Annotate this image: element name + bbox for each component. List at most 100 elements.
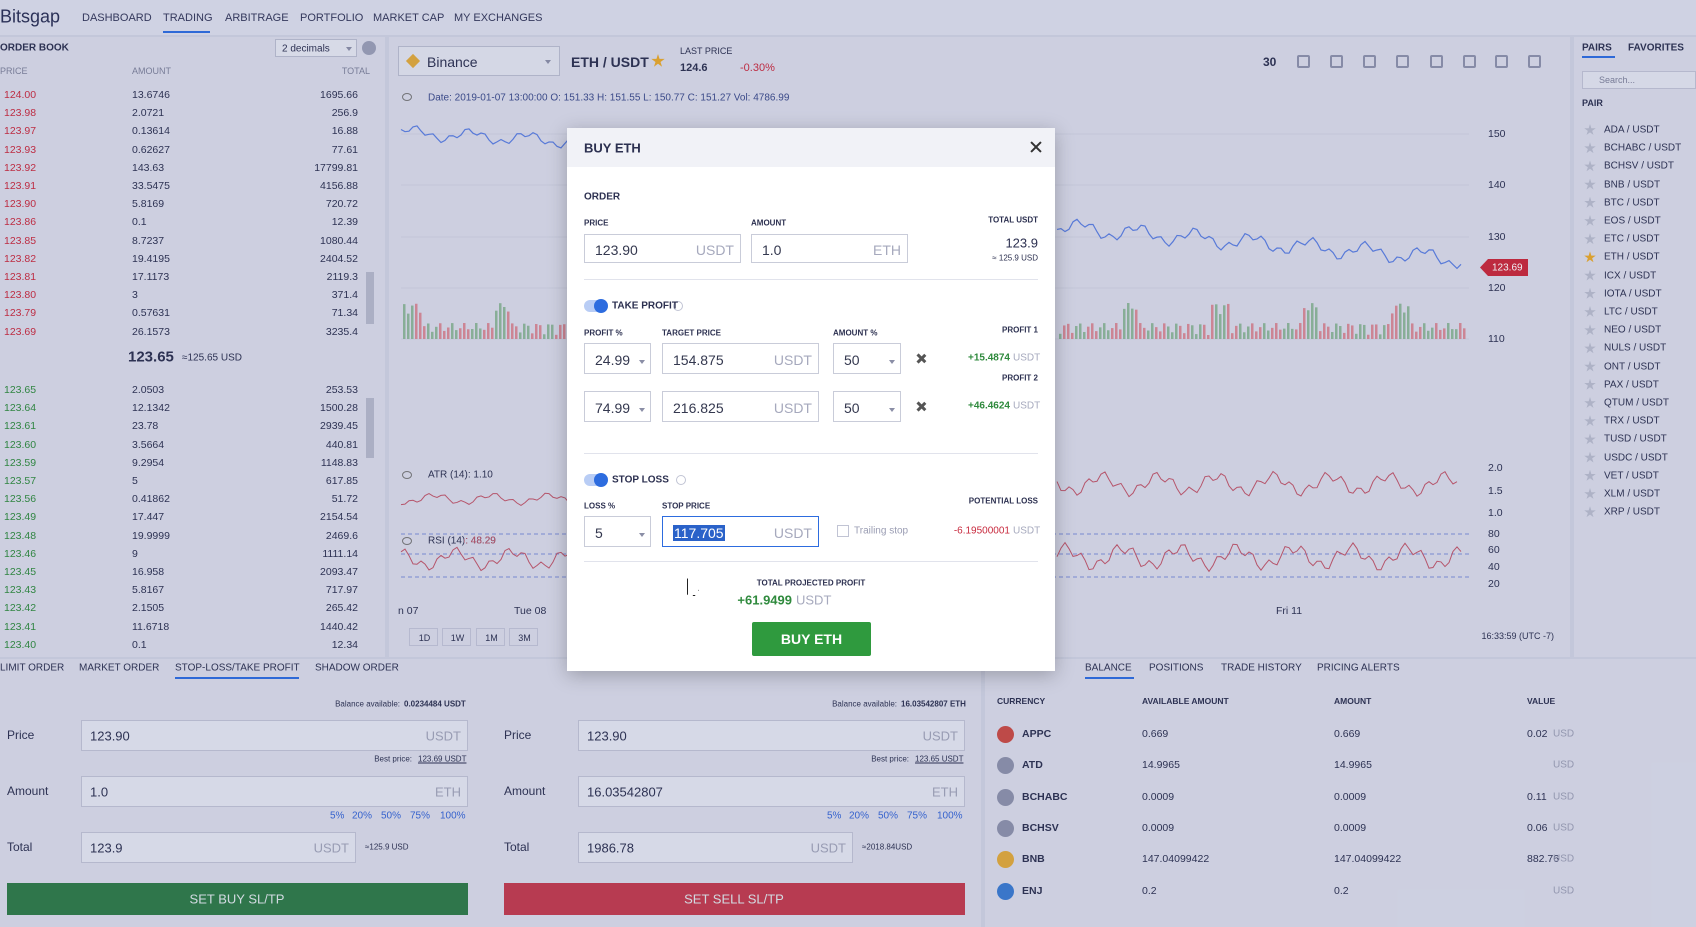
- volume-bar: [1107, 330, 1110, 339]
- nav-item[interactable]: DASHBOARD: [82, 12, 152, 24]
- star-icon: [1584, 324, 1596, 336]
- dropdown-arrow: [889, 359, 895, 364]
- toolbar-icon[interactable]: [1495, 55, 1508, 68]
- input[interactable]: 1.0 ETH: [81, 776, 468, 807]
- toolbar-icon[interactable]: [1396, 55, 1409, 68]
- buy-button[interactable]: BUY ETH: [752, 622, 871, 656]
- field-label: TOTAL USDT: [988, 215, 1038, 225]
- input[interactable]: 24.99: [584, 343, 651, 374]
- percent-chip[interactable]: 50%: [381, 810, 402, 822]
- input[interactable]: 216.825 USDT: [662, 391, 819, 422]
- input[interactable]: 74.99: [584, 391, 651, 422]
- exchange-select[interactable]: Binance: [398, 46, 560, 76]
- pair-item[interactable]: BTC / USDT: [1604, 197, 1660, 209]
- toolbar-icon[interactable]: [1330, 55, 1343, 68]
- input[interactable]: 123.90 USDT: [584, 234, 741, 263]
- input[interactable]: 5: [584, 516, 651, 547]
- toolbar-icon[interactable]: [1430, 55, 1443, 68]
- balance-tab[interactable]: POSITIONS: [1149, 662, 1204, 674]
- balance-tab[interactable]: TRADE HISTORY: [1221, 662, 1302, 674]
- pair-item[interactable]: EOS / USDT: [1604, 215, 1661, 227]
- percent-chip[interactable]: 75%: [410, 810, 431, 822]
- pairs-tab[interactable]: PAIRS: [1582, 42, 1612, 54]
- range-button[interactable]: 3M: [509, 628, 538, 646]
- nav-item[interactable]: MY EXCHANGES: [454, 12, 543, 24]
- balance-tab[interactable]: BALANCE: [1085, 662, 1132, 674]
- pair-item[interactable]: ICX / USDT: [1604, 270, 1657, 282]
- pair-item[interactable]: BCHABC / USDT: [1604, 142, 1682, 154]
- input[interactable]: 50: [833, 343, 901, 374]
- percent-chip[interactable]: 100%: [440, 810, 466, 822]
- toolbar-icon[interactable]: [1297, 55, 1310, 68]
- pair-item[interactable]: ADA / USDT: [1604, 124, 1660, 136]
- percent-chip[interactable]: 100%: [937, 810, 963, 822]
- input[interactable]: 117.705 USDT: [662, 516, 819, 547]
- input[interactable]: 123.90 USDT: [81, 720, 468, 751]
- price-tick: 140: [1488, 179, 1506, 191]
- pair-item[interactable]: XRP / USDT: [1604, 506, 1660, 518]
- volume-bar: [1307, 310, 1310, 339]
- checkbox[interactable]: [837, 525, 849, 537]
- toggle[interactable]: [584, 299, 608, 313]
- percent-chip[interactable]: 20%: [352, 810, 373, 822]
- order-tab[interactable]: STOP-LOSS/TAKE PROFIT: [175, 662, 300, 674]
- percent-chip[interactable]: 20%: [849, 810, 870, 822]
- percent-chip[interactable]: 5%: [330, 810, 345, 822]
- pair-item[interactable]: USDC / USDT: [1604, 452, 1668, 464]
- pair-item[interactable]: VET / USDT: [1604, 470, 1659, 482]
- nav-item[interactable]: PORTFOLIO: [300, 12, 364, 24]
- input[interactable]: 123.90 USDT: [578, 720, 965, 751]
- pair-item[interactable]: BCHSV / USDT: [1604, 160, 1675, 172]
- percent-chip[interactable]: 50%: [878, 810, 899, 822]
- pair-item[interactable]: LTC / USDT: [1604, 306, 1658, 318]
- interval-button[interactable]: 30: [1263, 55, 1277, 69]
- range-button[interactable]: 1W: [442, 628, 471, 646]
- range-button[interactable]: 1M: [476, 628, 505, 646]
- input[interactable]: 1.0 ETH: [751, 234, 908, 263]
- volume-bar: [1319, 331, 1322, 339]
- column-header: AMOUNT: [1334, 696, 1372, 706]
- toolbar-icon[interactable]: [1528, 55, 1541, 68]
- toggle[interactable]: [584, 473, 608, 487]
- pair-item[interactable]: NEO / USDT: [1604, 324, 1662, 336]
- remove-button[interactable]: [916, 353, 927, 364]
- order-tab[interactable]: MARKET ORDER: [79, 662, 160, 674]
- pair-item[interactable]: PAX / USDT: [1604, 379, 1659, 391]
- pair-item[interactable]: ETH / USDT: [1604, 251, 1660, 263]
- input[interactable]: 123.9 USDT: [81, 832, 356, 863]
- input[interactable]: 16.03542807 ETH: [578, 776, 965, 807]
- toolbar-icon[interactable]: [1363, 55, 1376, 68]
- indicator-label: ATR (14): 1.10: [428, 469, 493, 481]
- pair-item[interactable]: QTUM / USDT: [1604, 397, 1669, 409]
- pair-item[interactable]: IOTA / USDT: [1604, 288, 1662, 300]
- order-tab[interactable]: SHADOW ORDER: [315, 662, 399, 674]
- range-button[interactable]: 1D: [409, 628, 438, 646]
- submit-button[interactable]: SET SELL SL/TP: [504, 883, 965, 915]
- submit-button[interactable]: SET BUY SL/TP: [7, 883, 468, 915]
- pair-item[interactable]: NULS / USDT: [1604, 342, 1667, 354]
- nav-item[interactable]: MARKET CAP: [373, 12, 445, 24]
- toolbar-icon[interactable]: [1463, 55, 1476, 68]
- best-price-label: Best price:: [871, 754, 909, 764]
- input[interactable]: 1986.78 USDT: [578, 832, 853, 863]
- percent-chip[interactable]: 5%: [827, 810, 842, 822]
- percent-chip[interactable]: 75%: [907, 810, 928, 822]
- decimals-select[interactable]: 2 decimals: [275, 39, 357, 57]
- nav-item[interactable]: TRADING: [163, 12, 213, 24]
- input[interactable]: 154.875 USDT: [662, 343, 819, 374]
- balance-tab[interactable]: PRICING ALERTS: [1317, 662, 1400, 674]
- pair-item[interactable]: ETC / USDT: [1604, 233, 1660, 245]
- volume-bar: [555, 334, 558, 339]
- input[interactable]: 50: [833, 391, 901, 422]
- pair-item[interactable]: XLM / USDT: [1604, 488, 1661, 500]
- pair-item[interactable]: ONT / USDT: [1604, 361, 1661, 373]
- pair-item[interactable]: TUSD / USDT: [1604, 433, 1667, 445]
- pairs-tab[interactable]: FAVORITES: [1628, 42, 1684, 54]
- nav-item[interactable]: ARBITRAGE: [225, 12, 289, 24]
- volume-bar: [1131, 308, 1134, 339]
- close-button[interactable]: [1029, 140, 1043, 154]
- remove-button[interactable]: [916, 401, 927, 412]
- pair-item[interactable]: TRX / USDT: [1604, 415, 1660, 427]
- pair-item[interactable]: BNB / USDT: [1604, 179, 1661, 191]
- order-tab[interactable]: LIMIT ORDER: [0, 662, 65, 674]
